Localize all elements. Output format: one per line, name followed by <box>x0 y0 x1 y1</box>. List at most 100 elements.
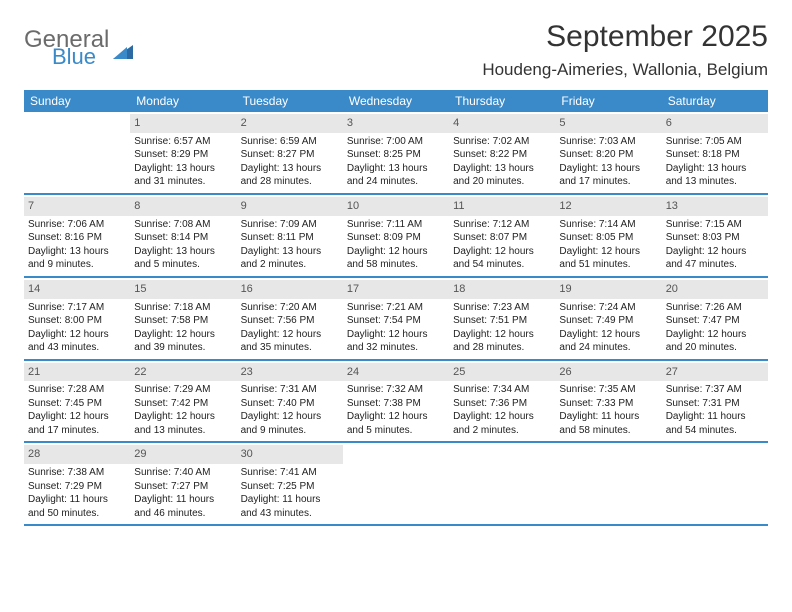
weekday-header: Friday <box>555 90 661 112</box>
day-cell: 22Sunrise: 7:29 AMSunset: 7:42 PMDayligh… <box>130 361 236 442</box>
day-cell: 6 Sunrise: 7:05 AMSunset: 8:18 PMDaylight… <box>662 112 768 193</box>
sunset-text: Sunset: 8:27 PM <box>241 148 339 162</box>
daylight-text: Daylight: 13 hours and 9 minutes. <box>28 245 126 272</box>
sunset-text: Sunset: 7:38 PM <box>347 397 445 411</box>
day-number: 29 <box>130 445 236 464</box>
day-cell: 12Sunrise: 7:14 AMSunset: 8:05 PMDayligh… <box>555 195 661 276</box>
daylight-text: Daylight: 12 hours and 35 minutes. <box>241 328 339 355</box>
day-number <box>449 445 555 449</box>
sunset-text: Sunset: 8:11 PM <box>241 231 339 245</box>
daylight-text: Daylight: 12 hours and 2 minutes. <box>453 410 551 437</box>
weekday-header: Tuesday <box>237 90 343 112</box>
day-cell: 2Sunrise: 6:59 AMSunset: 8:27 PMDaylight… <box>237 112 343 193</box>
day-cell: 13Sunrise: 7:15 AMSunset: 8:03 PMDayligh… <box>662 195 768 276</box>
day-number: 13 <box>662 197 768 216</box>
day-number: 4 <box>449 114 555 133</box>
title-block: September 2025 Houdeng-Aimeries, Walloni… <box>482 20 768 80</box>
sunset-text: Sunset: 7:51 PM <box>453 314 551 328</box>
day-cell: 8Sunrise: 7:08 AMSunset: 8:14 PMDaylight… <box>130 195 236 276</box>
sunset-text: Sunset: 8:00 PM <box>28 314 126 328</box>
daylight-text: Daylight: 13 hours and 5 minutes. <box>134 245 232 272</box>
day-number: 3 <box>343 114 449 133</box>
month-title: September 2025 <box>482 20 768 54</box>
day-cell: 18Sunrise: 7:23 AMSunset: 7:51 PMDayligh… <box>449 278 555 359</box>
sunset-text: Sunset: 8:07 PM <box>453 231 551 245</box>
day-number: 24 <box>343 363 449 382</box>
day-number: 16 <box>237 280 343 299</box>
weeks-container: 1Sunrise: 6:57 AMSunset: 8:29 PMDaylight… <box>24 112 768 526</box>
daylight-text: Daylight: 12 hours and 51 minutes. <box>559 245 657 272</box>
day-number <box>24 114 130 118</box>
sunrise-text: Sunrise: 7:24 AM <box>559 301 657 315</box>
daylight-text: Daylight: 12 hours and 17 minutes. <box>28 410 126 437</box>
day-cell: 30Sunrise: 7:41 AMSunset: 7:25 PMDayligh… <box>237 443 343 524</box>
sunrise-text: Sunrise: 7:05 AM <box>666 135 764 149</box>
weekday-header: Thursday <box>449 90 555 112</box>
sunrise-text: Sunrise: 7:20 AM <box>241 301 339 315</box>
day-cell: 21Sunrise: 7:28 AMSunset: 7:45 PMDayligh… <box>24 361 130 442</box>
sunset-text: Sunset: 8:29 PM <box>134 148 232 162</box>
day-number: 20 <box>662 280 768 299</box>
sunrise-text: Sunrise: 7:23 AM <box>453 301 551 315</box>
sunrise-text: Sunrise: 7:40 AM <box>134 466 232 480</box>
day-cell: 19Sunrise: 7:24 AMSunset: 7:49 PMDayligh… <box>555 278 661 359</box>
day-cell: 16Sunrise: 7:20 AMSunset: 7:56 PMDayligh… <box>237 278 343 359</box>
day-cell <box>555 443 661 524</box>
day-cell: 23Sunrise: 7:31 AMSunset: 7:40 PMDayligh… <box>237 361 343 442</box>
day-number: 5 <box>555 114 661 133</box>
week-row: 28Sunrise: 7:38 AMSunset: 7:29 PMDayligh… <box>24 443 768 526</box>
weekday-header: Monday <box>130 90 236 112</box>
sunset-text: Sunset: 7:27 PM <box>134 480 232 494</box>
day-cell <box>343 443 449 524</box>
sunrise-text: Sunrise: 7:38 AM <box>28 466 126 480</box>
day-number: 18 <box>449 280 555 299</box>
sunrise-text: Sunrise: 7:09 AM <box>241 218 339 232</box>
daylight-text: Daylight: 13 hours and 13 minutes. <box>666 162 764 189</box>
day-number: 27 <box>662 363 768 382</box>
sunrise-text: Sunrise: 7:17 AM <box>28 301 126 315</box>
sunset-text: Sunset: 8:05 PM <box>559 231 657 245</box>
daylight-text: Daylight: 13 hours and 28 minutes. <box>241 162 339 189</box>
day-cell: 20Sunrise: 7:26 AMSunset: 7:47 PMDayligh… <box>662 278 768 359</box>
sunset-text: Sunset: 8:18 PM <box>666 148 764 162</box>
daylight-text: Daylight: 11 hours and 58 minutes. <box>559 410 657 437</box>
sunrise-text: Sunrise: 7:34 AM <box>453 383 551 397</box>
sunrise-text: Sunrise: 7:14 AM <box>559 218 657 232</box>
day-cell: 11Sunrise: 7:12 AMSunset: 8:07 PMDayligh… <box>449 195 555 276</box>
daylight-text: Daylight: 13 hours and 2 minutes. <box>241 245 339 272</box>
sunrise-text: Sunrise: 7:35 AM <box>559 383 657 397</box>
sunset-text: Sunset: 7:31 PM <box>666 397 764 411</box>
location-label: Houdeng-Aimeries, Wallonia, Belgium <box>482 60 768 80</box>
daylight-text: Daylight: 11 hours and 50 minutes. <box>28 493 126 520</box>
day-number: 8 <box>130 197 236 216</box>
logo-text: General Blue <box>24 28 109 68</box>
day-number: 17 <box>343 280 449 299</box>
sunset-text: Sunset: 7:40 PM <box>241 397 339 411</box>
sunset-text: Sunset: 8:16 PM <box>28 231 126 245</box>
weekday-header-row: Sunday Monday Tuesday Wednesday Thursday… <box>24 90 768 112</box>
logo: General Blue <box>24 28 133 68</box>
day-cell: 17Sunrise: 7:21 AMSunset: 7:54 PMDayligh… <box>343 278 449 359</box>
day-number: 7 <box>24 197 130 216</box>
sunrise-text: Sunrise: 7:03 AM <box>559 135 657 149</box>
day-cell <box>449 443 555 524</box>
day-number: 28 <box>24 445 130 464</box>
day-cell: 15Sunrise: 7:18 AMSunset: 7:58 PMDayligh… <box>130 278 236 359</box>
day-cell: 7Sunrise: 7:06 AMSunset: 8:16 PMDaylight… <box>24 195 130 276</box>
sunrise-text: Sunrise: 7:28 AM <box>28 383 126 397</box>
day-cell: 10Sunrise: 7:11 AMSunset: 8:09 PMDayligh… <box>343 195 449 276</box>
day-cell: 1Sunrise: 6:57 AMSunset: 8:29 PMDaylight… <box>130 112 236 193</box>
daylight-text: Daylight: 12 hours and 9 minutes. <box>241 410 339 437</box>
daylight-text: Daylight: 13 hours and 17 minutes. <box>559 162 657 189</box>
day-number: 6 <box>662 114 768 133</box>
sunset-text: Sunset: 8:20 PM <box>559 148 657 162</box>
day-number: 19 <box>555 280 661 299</box>
day-number: 23 <box>237 363 343 382</box>
sunset-text: Sunset: 7:58 PM <box>134 314 232 328</box>
day-number: 25 <box>449 363 555 382</box>
day-cell: 5 Sunrise: 7:03 AMSunset: 8:20 PMDaylight… <box>555 112 661 193</box>
week-row: 14Sunrise: 7:17 AMSunset: 8:00 PMDayligh… <box>24 278 768 361</box>
daylight-text: Daylight: 12 hours and 47 minutes. <box>666 245 764 272</box>
daylight-text: Daylight: 12 hours and 20 minutes. <box>666 328 764 355</box>
day-number: 10 <box>343 197 449 216</box>
